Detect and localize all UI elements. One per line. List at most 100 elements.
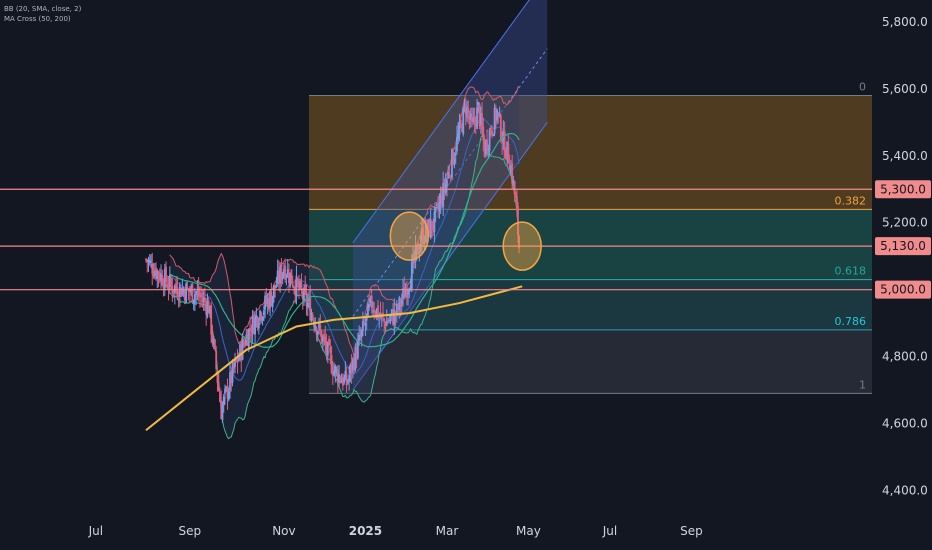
circle-annotation[interactable] <box>389 211 430 261</box>
candle-body <box>147 260 150 263</box>
candle-body <box>354 346 357 370</box>
candle-body <box>515 194 517 198</box>
candle-body <box>392 310 394 325</box>
candle-body <box>433 211 436 233</box>
candle-body <box>231 363 234 383</box>
candle-body <box>260 313 263 320</box>
candle-body <box>293 286 295 289</box>
candle-body <box>212 340 215 345</box>
candle-body <box>236 357 239 363</box>
candle-body <box>261 317 264 321</box>
channel-upper-line <box>352 0 530 244</box>
candle-body <box>290 269 293 284</box>
candle-body <box>420 228 423 243</box>
candle-body <box>424 222 427 242</box>
candle-body <box>145 259 147 261</box>
candle-body <box>422 227 425 245</box>
candle-body <box>204 297 206 303</box>
level-badge[interactable] <box>875 280 931 299</box>
level-badge[interactable] <box>875 180 931 199</box>
candle-body <box>467 108 470 114</box>
candle-body <box>509 165 512 173</box>
candle-body <box>175 282 177 289</box>
channel-median-line <box>352 48 548 317</box>
candle-body <box>193 294 196 301</box>
level-badge-label: 5,000.0 <box>880 283 926 297</box>
price-axis[interactable]: 5,800.0 5,600.0 5,400.0 5,200.0 4,800.0 4,600… <box>882 15 928 498</box>
candle-body <box>323 334 325 339</box>
bb-upper-band <box>169 86 520 359</box>
candle-body <box>281 272 284 280</box>
ma200-line <box>145 285 523 432</box>
candle-body <box>506 141 509 157</box>
candle-body <box>324 336 327 345</box>
level-badge-label: 5,300.0 <box>880 182 926 196</box>
circle-annotation[interactable] <box>502 221 542 271</box>
time-axis[interactable]: Jul Sep Nov 2025 Mar May Jul Sep <box>88 524 703 538</box>
price-tick-label: 4,800.0 <box>882 350 928 364</box>
candle-body <box>156 270 159 280</box>
fib-level-label: 0.786 <box>835 315 867 328</box>
time-tick-label: 2025 <box>349 524 382 538</box>
candle-body <box>167 286 170 290</box>
bb-fill <box>169 86 520 439</box>
candle-body <box>399 300 402 307</box>
candle-body <box>428 219 431 237</box>
candle-body <box>291 282 294 287</box>
candle-body <box>181 288 184 295</box>
candle-body <box>508 165 511 171</box>
bb-basis <box>169 117 520 381</box>
circle-annotations[interactable] <box>389 211 542 271</box>
fibonacci-retracement[interactable]: 0 0.382 0.618 0.786 1 <box>309 81 872 394</box>
candle-body <box>441 196 443 206</box>
candle-body <box>330 355 333 373</box>
candle-body <box>150 260 152 263</box>
candle-body <box>464 106 467 115</box>
candle-body <box>393 309 396 325</box>
candle-body <box>388 319 391 322</box>
candle-body <box>482 126 485 140</box>
candle-body <box>336 369 339 383</box>
legend-bb[interactable]: BB (20, SMA, close, 2) <box>4 5 82 13</box>
candle-body <box>516 196 518 210</box>
price-tick-label: 5,600.0 <box>882 82 928 96</box>
candle-body <box>225 387 228 390</box>
level-badge[interactable] <box>875 237 931 256</box>
time-tick-label: Jul <box>88 524 103 538</box>
horizontal-levels[interactable]: 5,300.0 5,130.0 5,000.0 <box>0 180 931 299</box>
candle-body <box>489 128 492 134</box>
candle-body <box>351 359 354 370</box>
candle-body <box>488 130 491 151</box>
candle-body <box>363 322 366 325</box>
candle-body <box>353 360 356 371</box>
candle-body <box>196 290 199 293</box>
candle-body <box>148 259 151 263</box>
price-tick-label: 4,400.0 <box>882 483 928 497</box>
price-tick-label: 4,600.0 <box>882 417 928 431</box>
candle-body <box>182 289 185 292</box>
legend-ma-cross[interactable]: MA Cross (50, 200) <box>4 15 71 23</box>
candle-body <box>462 107 465 135</box>
candle-body <box>200 293 203 298</box>
candle-body <box>306 302 309 308</box>
candle-body <box>210 304 213 335</box>
candle-body <box>286 269 289 278</box>
price-tick-label: 5,200.0 <box>882 216 928 230</box>
candle-body <box>178 284 181 298</box>
time-tick-label: Sep <box>179 524 202 538</box>
candle-body <box>267 298 270 309</box>
candle-body <box>314 325 317 330</box>
candle-body <box>251 316 254 334</box>
channel-lower-line <box>352 122 548 391</box>
candle-body <box>257 323 260 329</box>
candle-body <box>205 303 208 315</box>
candle-body <box>359 336 362 338</box>
candle-body <box>469 113 472 120</box>
candle-body <box>478 103 481 126</box>
ma50-line <box>169 132 520 348</box>
candle-body <box>202 297 205 302</box>
candle-body <box>214 339 216 350</box>
candle-body <box>180 288 182 297</box>
candle-body <box>325 342 328 353</box>
